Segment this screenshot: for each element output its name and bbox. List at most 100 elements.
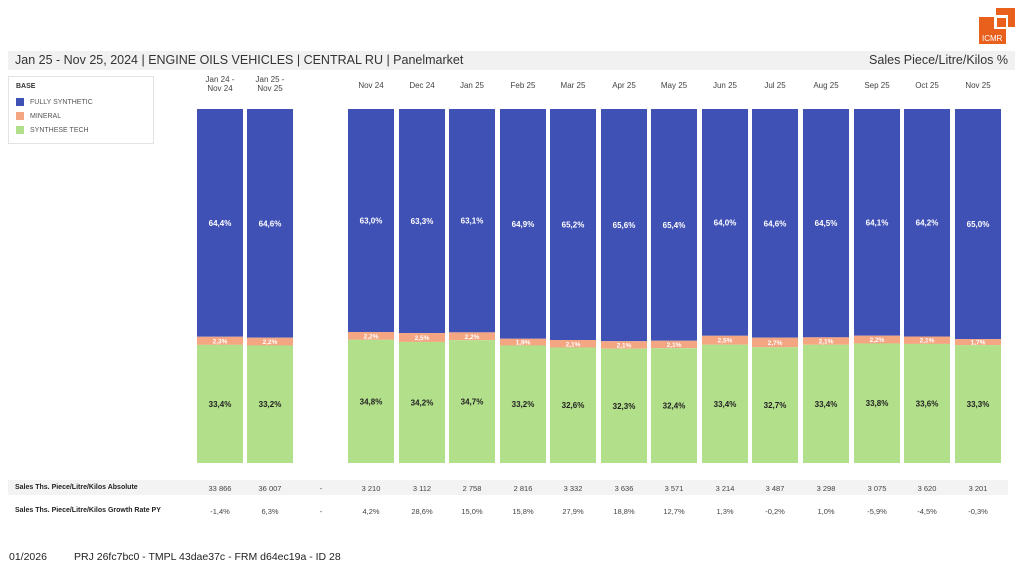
table-cell: 12,7% [663,507,685,516]
bar-segment-synthese-tech [702,344,748,463]
bar-segment-mineral [500,338,546,346]
data-label-mineral: 2,2% [263,339,278,346]
data-label-mineral: 2,1% [566,341,581,348]
bar-segment-fully-synthetic [955,109,1001,340]
data-label-mineral: 2,1% [667,342,682,349]
data-label-synthese-tech: 33,2% [259,400,282,409]
data-label-synthese-tech: 32,4% [663,402,686,411]
table-cell: 33 866 [208,484,232,493]
table-cell: 3 075 [867,484,887,493]
bar-segment-fully-synthetic [702,109,748,336]
bar-segment-synthese-tech [197,344,243,463]
data-label-synthese-tech: 32,3% [613,402,636,411]
data-label-fully-synthetic: 63,0% [360,217,383,226]
category-label: May 25 [661,81,688,90]
table-cell: 15,0% [461,507,483,516]
data-label-mineral: 1,9% [516,340,531,347]
data-label-mineral: 2,1% [920,338,935,345]
table-cell: - [319,507,323,516]
bar-segment-mineral [702,335,748,345]
report-title: Jan 25 - Nov 25, 2024 | ENGINE OILS VEHI… [15,53,464,67]
table-cell: 3 201 [968,484,988,493]
legend-label: MINERAL [30,112,62,120]
footer-date: 01/2026 [9,551,47,563]
legend-swatch [16,126,24,134]
bar-segment-fully-synthetic [500,109,546,339]
table-cell: -5,9% [867,507,887,516]
table-cell: 28,6% [411,507,433,516]
data-label-synthese-tech: 33,4% [815,400,838,409]
bar-segment-synthese-tech [500,345,546,463]
bar-segment-fully-synthetic [854,109,900,336]
data-label-synthese-tech: 34,2% [411,398,434,407]
category-label: Jun 25 [713,81,738,90]
bar-segment-fully-synthetic [752,109,798,338]
data-label-fully-synthetic: 64,5% [815,219,838,228]
table-cell: 4,2% [362,507,380,516]
data-label-fully-synthetic: 65,4% [663,221,686,230]
legend-swatch [16,112,24,120]
bar-segment-fully-synthetic [803,109,849,338]
bar-segment-mineral [601,341,647,349]
bar-segment-mineral [752,337,798,348]
table-cell: 1,0% [817,507,835,516]
data-label-synthese-tech: 33,4% [209,400,232,409]
data-label-fully-synthetic: 65,0% [967,220,990,229]
data-label-mineral: 2,2% [364,333,379,340]
table-cell: -0,2% [765,507,785,516]
data-label-fully-synthetic: 64,0% [714,218,737,227]
bar-segment-synthese-tech [854,343,900,463]
table-cell: 3 298 [816,484,836,493]
bar-segment-synthese-tech [449,340,495,463]
category-label: Oct 25 [915,81,939,90]
table-cell: 3 571 [664,484,684,493]
data-label-fully-synthetic: 65,2% [562,221,585,230]
legend-title: BASE [16,83,36,90]
category-label: Jul 25 [764,81,786,90]
category-label: Apr 25 [612,81,636,90]
bar-segment-fully-synthetic [449,109,495,333]
bar-segment-mineral [803,337,849,345]
bar-segment-synthese-tech [550,347,596,463]
table-cell: 3 210 [361,484,381,493]
table-cell: 2 758 [462,484,482,493]
bar-segment-mineral [399,333,445,342]
category-label: Dec 24 [409,81,435,90]
data-label-mineral: 1,7% [971,340,986,347]
bar-segment-mineral [247,337,293,346]
bar-segment-fully-synthetic [550,109,596,341]
bar-segment-fully-synthetic [651,109,697,341]
data-label-synthese-tech: 32,7% [764,401,787,410]
table-cell: 3 487 [765,484,785,493]
bar-segment-mineral [651,340,697,349]
bar-segment-mineral [197,336,243,345]
data-label-fully-synthetic: 63,1% [461,217,484,226]
bar-segment-fully-synthetic [904,109,950,337]
table-cell: -0,3% [968,507,988,516]
bar-segment-fully-synthetic [601,109,647,342]
measure-label: Sales Piece/Litre/Kilos % [869,53,1008,67]
footer-id: PRJ 26fc7bc0 - TMPL 43dae37c - FRM d64ec… [74,551,341,563]
bar-segment-mineral [904,336,950,344]
data-label-fully-synthetic: 64,1% [866,218,889,227]
data-label-fully-synthetic: 64,4% [209,219,232,228]
table-cell: 6,3% [261,507,279,516]
bar-segment-fully-synthetic [197,109,243,337]
category-label: Mar 25 [561,81,586,90]
data-label-fully-synthetic: 64,6% [764,219,787,228]
table-row-absolute [8,480,1008,495]
bar-segment-synthese-tech [399,341,445,463]
legend-item-fully-synthetic: FULLY SYNTHETIC [16,97,93,107]
bar-segment-synthese-tech [803,344,849,463]
table-cell: 1,3% [716,507,734,516]
data-label-mineral: 2,7% [768,340,783,347]
bar-segment-fully-synthetic [399,109,445,334]
bar-segment-fully-synthetic [348,109,394,333]
bar-segment-mineral [550,340,596,348]
category-label: Aug 25 [813,81,839,90]
data-label-synthese-tech: 33,4% [714,400,737,409]
data-label-mineral: 2,1% [819,339,834,346]
data-label-fully-synthetic: 64,2% [916,219,939,228]
data-label-synthese-tech: 33,2% [512,400,535,409]
logo-text: ICMR [982,34,1003,43]
